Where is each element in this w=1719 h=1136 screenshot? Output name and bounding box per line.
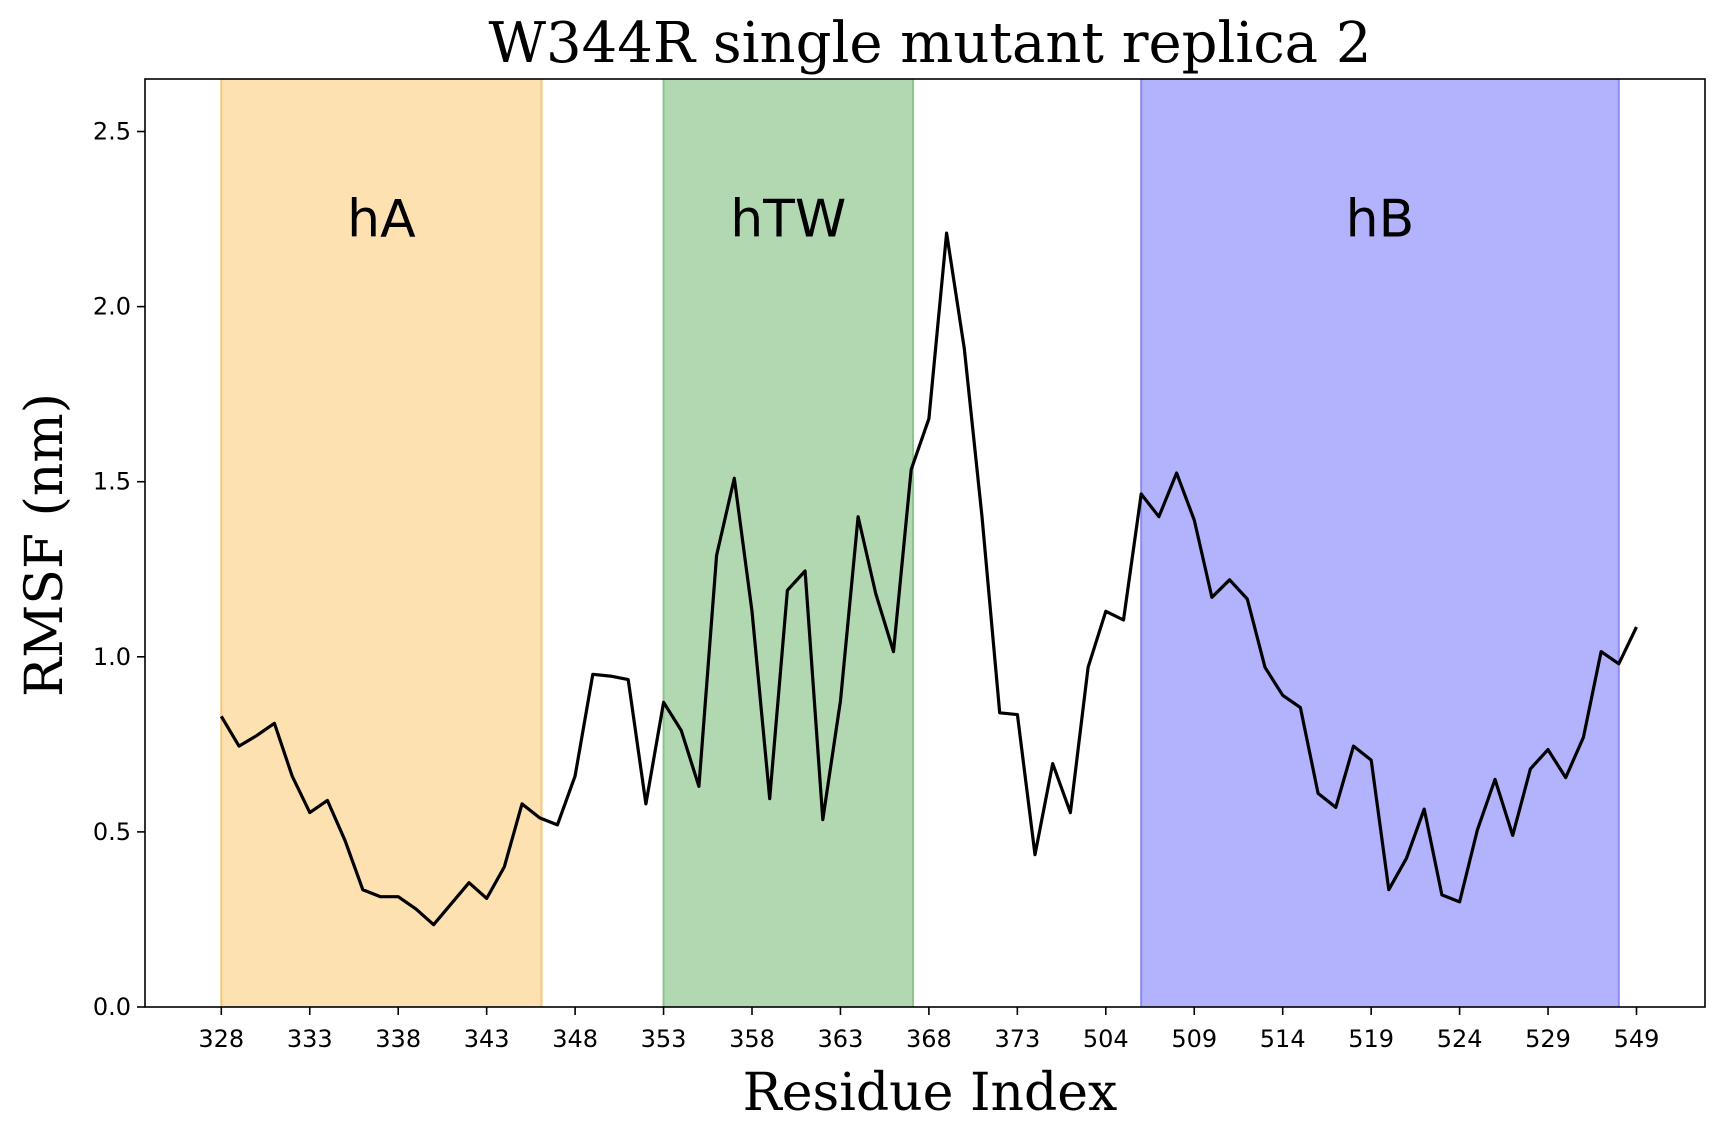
chart-title: W344R single mutant replica 2: [488, 11, 1371, 76]
x-tick-label: 368: [906, 1025, 952, 1053]
x-tick-label: 549: [1614, 1025, 1660, 1053]
region-span-htw: [663, 79, 913, 1007]
series-layer: [219, 231, 1638, 927]
y-axis-ticks: 0.0 0.5 1.0 1.5 2.0 2.5: [93, 118, 145, 1021]
y-tick-label: 0.0: [93, 993, 131, 1021]
region-label-hb: hB: [1346, 190, 1415, 250]
region-labels: hA hTW hB: [347, 190, 1414, 250]
y-tick-label: 1.0: [93, 643, 131, 671]
series-line: [219, 231, 1638, 927]
y-tick-label: 2.0: [93, 293, 131, 321]
y-tick-label: 1.5: [93, 468, 131, 496]
y-tick-label: 2.5: [93, 118, 131, 146]
x-tick-label: 328: [198, 1025, 244, 1053]
x-tick-label: 524: [1437, 1025, 1483, 1053]
x-tick-label: 358: [729, 1025, 775, 1053]
x-tick-label: 333: [287, 1025, 333, 1053]
x-tick-label: 363: [818, 1025, 864, 1053]
x-tick-label: 504: [1083, 1025, 1129, 1053]
x-tick-label: 348: [552, 1025, 598, 1053]
x-tick-label: 519: [1348, 1025, 1394, 1053]
region-label-htw: hTW: [730, 190, 846, 250]
x-tick-label: 373: [994, 1025, 1040, 1053]
x-tick-label: 343: [464, 1025, 510, 1053]
region-spans: [220, 79, 1620, 1007]
x-axis-ticks: 328 333 338 343 348 353 358 363 368 373 504 509 514 5…: [198, 1007, 1659, 1053]
x-tick-label: 509: [1171, 1025, 1217, 1053]
x-tick-label: 529: [1525, 1025, 1571, 1053]
y-axis-label: RMSF (nm): [15, 393, 75, 697]
region-span-hb: [1141, 79, 1619, 1007]
y-tick-label: 0.5: [93, 818, 131, 846]
region-label-ha: hA: [347, 190, 416, 250]
region-span-ha: [221, 79, 542, 1007]
x-tick-label: 338: [375, 1025, 421, 1053]
x-tick-label: 353: [641, 1025, 687, 1053]
plot-frame: [144, 78, 1706, 1008]
x-axis-label: Residue Index: [743, 1063, 1118, 1123]
x-tick-label: 514: [1260, 1025, 1306, 1053]
